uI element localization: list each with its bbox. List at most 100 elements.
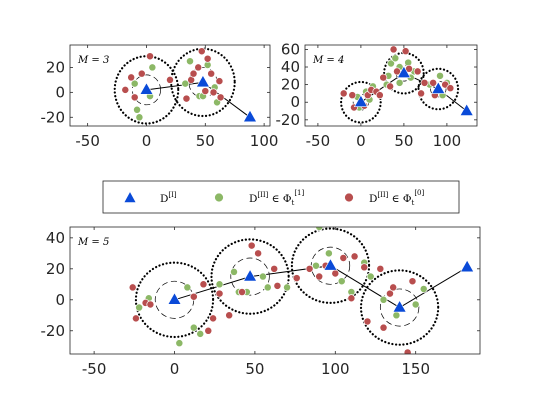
green-point bbox=[230, 267, 238, 276]
green-point bbox=[183, 283, 192, 292]
x-tick-label: 0 bbox=[142, 132, 152, 150]
x-tick-label: 100 bbox=[321, 360, 350, 378]
panel-label-m5: M = 5 bbox=[77, 237, 109, 248]
triangle-marker bbox=[392, 299, 407, 313]
red-point bbox=[128, 283, 137, 292]
legend-label-triangle: D[I] bbox=[160, 191, 177, 205]
red-point bbox=[199, 280, 208, 289]
panel-m3: -50 0 50 100 -20 0 20 M = 3 bbox=[41, 44, 278, 150]
outer-range-circle bbox=[134, 261, 215, 339]
red-point bbox=[417, 89, 426, 98]
axes-frame bbox=[69, 44, 271, 127]
red-point bbox=[389, 283, 398, 292]
red-point bbox=[238, 288, 246, 296]
red-point bbox=[189, 292, 198, 301]
red-point bbox=[379, 323, 388, 332]
green-point bbox=[258, 272, 267, 281]
green-point bbox=[312, 261, 320, 270]
red-point bbox=[225, 311, 234, 320]
red-point bbox=[386, 289, 394, 298]
outer-range-circle bbox=[340, 80, 382, 124]
red-point bbox=[348, 91, 357, 100]
red-point bbox=[247, 241, 256, 250]
y-tick-label: 20 bbox=[46, 58, 65, 76]
green-point bbox=[133, 105, 142, 114]
green-point bbox=[391, 54, 400, 63]
red-point bbox=[429, 78, 438, 87]
legend-label-green: D[II] ∈ Φt[1] bbox=[249, 189, 304, 207]
red-point bbox=[130, 93, 139, 102]
triangle-marker bbox=[167, 292, 182, 305]
red-point bbox=[270, 264, 279, 273]
y-tick-label: 40 bbox=[281, 58, 300, 76]
triangle-marker bbox=[243, 268, 258, 282]
red-point bbox=[197, 47, 206, 56]
green-point bbox=[419, 285, 428, 293]
red-point bbox=[194, 63, 203, 72]
x-tick-label: 50 bbox=[196, 132, 215, 150]
red-point bbox=[292, 274, 301, 283]
red-point bbox=[182, 94, 191, 103]
red-point bbox=[137, 69, 146, 78]
green-point bbox=[379, 295, 388, 304]
green-point bbox=[196, 329, 205, 338]
green-point bbox=[181, 79, 190, 88]
green-point bbox=[148, 63, 157, 72]
red-point bbox=[201, 87, 210, 96]
red-point bbox=[386, 82, 395, 91]
legend-triangle-marker bbox=[123, 190, 137, 203]
legend-item-triangle: D[I] bbox=[123, 190, 177, 205]
red-point bbox=[347, 294, 356, 303]
plot-area bbox=[339, 45, 474, 124]
green-point bbox=[175, 339, 184, 348]
y-tick-label: 0 bbox=[290, 93, 300, 111]
red-point bbox=[389, 45, 398, 54]
legend-item-green: D[II] ∈ Φt[1] bbox=[214, 189, 304, 207]
red-point bbox=[413, 67, 422, 76]
green-point bbox=[283, 283, 292, 292]
red-point bbox=[305, 264, 314, 273]
y-tick-label: -20 bbox=[276, 111, 301, 129]
x-tick-label: 150 bbox=[401, 360, 430, 378]
red-point bbox=[376, 264, 385, 273]
y-tick-label: -20 bbox=[41, 322, 66, 340]
axes-frame bbox=[69, 226, 481, 355]
legend: D[I] D[II] ∈ Φt[1] D[II] ∈ Φt[0] bbox=[102, 180, 460, 214]
green-point bbox=[263, 283, 272, 292]
legend-box bbox=[102, 180, 460, 214]
green-point bbox=[366, 272, 375, 281]
red-point bbox=[209, 88, 218, 97]
inner-range-circle bbox=[132, 74, 161, 106]
y-tick-label: 20 bbox=[46, 260, 65, 278]
x-tick-label: 50 bbox=[394, 132, 413, 150]
red-point bbox=[209, 314, 218, 323]
green-point bbox=[189, 323, 198, 332]
red-point bbox=[363, 317, 372, 326]
panel-m5: -50 0 50 100 150 -20 0 20 40 M = 5 bbox=[41, 226, 481, 378]
red-point bbox=[207, 69, 216, 78]
green-point bbox=[411, 300, 420, 309]
red-point bbox=[401, 47, 410, 56]
red-point bbox=[331, 269, 340, 278]
red-point bbox=[254, 249, 263, 258]
y-tick-label: 0 bbox=[55, 83, 65, 101]
red-point bbox=[215, 77, 224, 86]
triangle-marker bbox=[139, 82, 154, 95]
red-point bbox=[315, 272, 324, 281]
plot-area bbox=[128, 227, 475, 354]
x-tick-label: -50 bbox=[75, 132, 100, 150]
red-point bbox=[360, 263, 369, 272]
red-point bbox=[127, 73, 136, 82]
triangle-marker bbox=[396, 65, 411, 78]
red-point bbox=[350, 252, 359, 261]
green-point bbox=[392, 311, 401, 320]
panel-label-m4: M = 4 bbox=[312, 55, 344, 66]
triangle-marker bbox=[242, 109, 258, 123]
triangle-marker bbox=[353, 94, 368, 108]
axes-frame bbox=[304, 44, 478, 127]
legend-item-red: D[II] ∈ Φt[0] bbox=[344, 189, 424, 207]
x-tick-label: 0 bbox=[356, 132, 366, 150]
triangle-marker bbox=[323, 258, 338, 271]
